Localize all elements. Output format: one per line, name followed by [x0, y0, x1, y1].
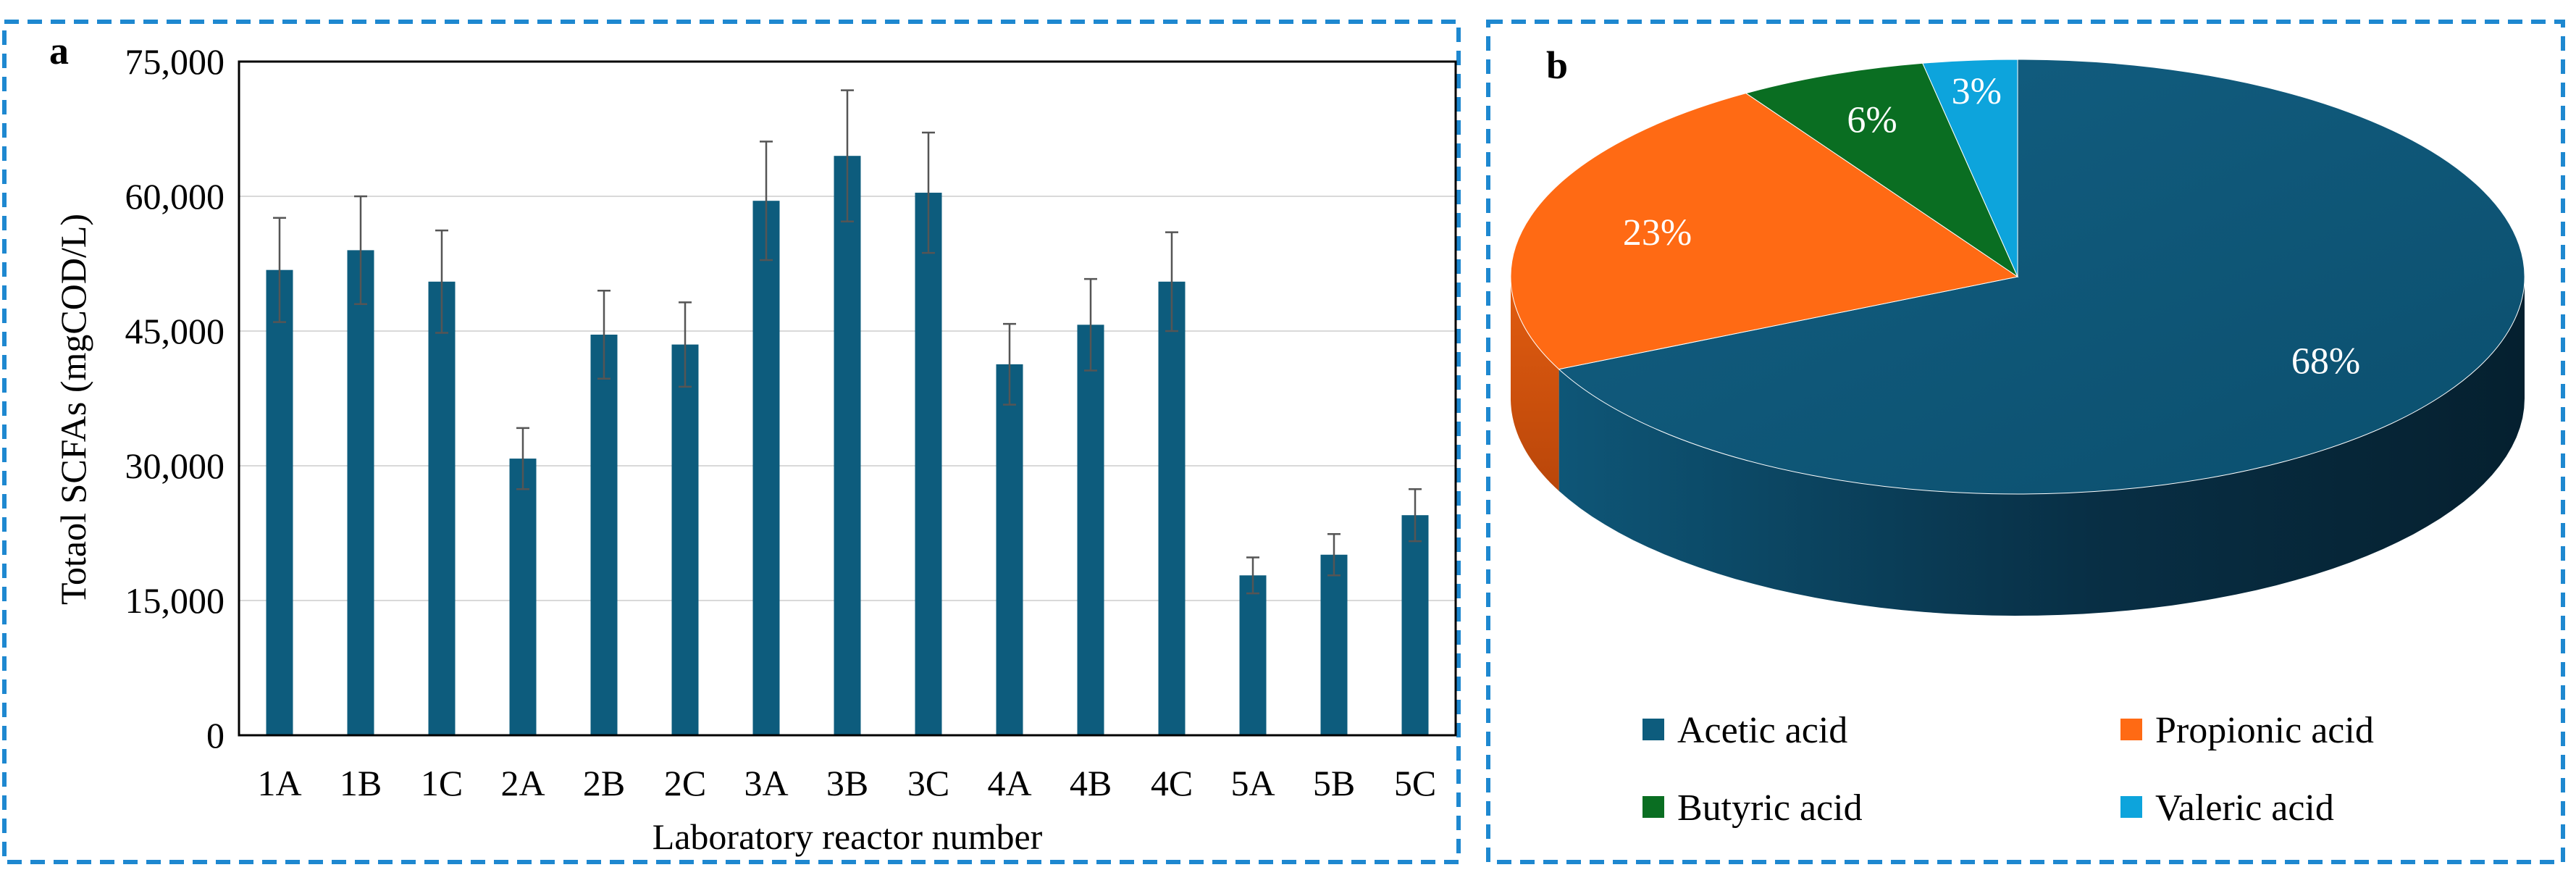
panel-b-letter: b: [1546, 43, 1568, 87]
bar-5A: [1239, 575, 1267, 735]
pie-3d-sides: [1511, 277, 2525, 616]
bar-4C: [1158, 281, 1186, 735]
legend-label: Valeric acid: [2155, 787, 2334, 829]
legend-swatch: [1642, 796, 1664, 818]
y-tick-label: 60,000: [125, 176, 225, 217]
pie-data-label: 23%: [1623, 212, 1692, 254]
x-axis-label: Laboratory reactor number: [653, 816, 1043, 857]
y-tick-label: 30,000: [125, 446, 225, 486]
x-tick-label: 3A: [744, 763, 788, 803]
pie-data-labels: 68% 23% 6% 3%: [1623, 71, 2360, 382]
pie-chart: b 68% 23% 6% 3% Acetic acid Propionic acid Bu…: [1510, 43, 2525, 829]
y-tick-label: 45,000: [125, 311, 225, 351]
bar-1A: [266, 269, 293, 735]
legend-swatch: [2120, 796, 2142, 818]
x-tick-label: 2C: [664, 763, 706, 803]
panel-b-frame: [1486, 20, 2565, 864]
pie-data-label: 68%: [2291, 341, 2360, 382]
legend-label: Propionic acid: [2155, 710, 2374, 751]
bar-chart: a 0 15,000 30,000 45,000 60,000 75,000 1A 1B 1C…: [49, 29, 1457, 857]
y-tick-label: 0: [206, 715, 225, 756]
bar-5C: [1401, 515, 1429, 735]
bar-1B: [347, 250, 374, 735]
x-tick-label: 5A: [1230, 763, 1275, 803]
x-tick-label: 2B: [583, 763, 625, 803]
x-tick-label: 4A: [987, 763, 1031, 803]
pie-slice-valeric-acid: [1922, 59, 2018, 277]
pie-data-label: 3%: [1952, 71, 2002, 112]
y-tick-label: 15,000: [125, 580, 225, 621]
plot-area: [238, 60, 1457, 737]
pie-side-propionic-acid: [1511, 277, 1559, 491]
bar-4B: [1077, 325, 1104, 735]
legend-swatch: [2120, 719, 2142, 740]
y-tick-label: 75,000: [125, 41, 225, 82]
bar-3A: [752, 201, 780, 735]
x-axis-ticks: 1A 1B 1C 2A 2B 2C 3A 3B 3C 4A 4B 4C 5A 5B 5C: [257, 763, 1436, 803]
x-tick-label: 1A: [257, 763, 301, 803]
bar-2A: [509, 459, 537, 735]
pie-data-label: 6%: [1847, 99, 1897, 141]
bar-4A: [996, 364, 1023, 735]
x-tick-label: 5B: [1313, 763, 1355, 803]
x-tick-label: 5C: [1394, 763, 1436, 803]
pie-slice-propionic-acid: [1510, 93, 2019, 370]
bar-2C: [671, 344, 699, 736]
pie-slices: [1510, 59, 2525, 495]
bars: [266, 89, 1429, 736]
pie-slice-acetic-acid: [1558, 59, 2525, 495]
panel-a-frame: [2, 20, 1461, 864]
pie-side-acetic-acid: [1558, 277, 2525, 616]
y-axis-label: Totaol SCFAs (mgCOD/L): [53, 214, 93, 605]
legend-label: Butyric acid: [1677, 787, 1863, 829]
x-tick-label: 2A: [500, 763, 545, 803]
legend-swatch: [1642, 719, 1664, 740]
x-tick-label: 1C: [421, 763, 463, 803]
bar-3B: [834, 156, 861, 735]
bar-1C: [428, 281, 456, 735]
bar-2B: [590, 334, 618, 736]
pie-slice-butyric-acid: [1745, 62, 2019, 278]
x-tick-label: 3B: [826, 763, 868, 803]
x-tick-label: 4B: [1070, 763, 1112, 803]
bar-3C: [915, 193, 942, 735]
bar-5B: [1320, 554, 1348, 735]
legend-label: Acetic acid: [1677, 710, 1847, 751]
y-axis-ticks: 0 15,000 30,000 45,000 60,000 75,000: [125, 41, 225, 756]
x-tick-label: 3C: [907, 763, 949, 803]
legend: Acetic acid Propionic acid Butyric acid Val…: [1642, 710, 2374, 829]
x-tick-label: 1B: [340, 763, 382, 803]
x-tick-label: 4C: [1151, 763, 1193, 803]
panel-a-letter: a: [49, 29, 69, 72]
